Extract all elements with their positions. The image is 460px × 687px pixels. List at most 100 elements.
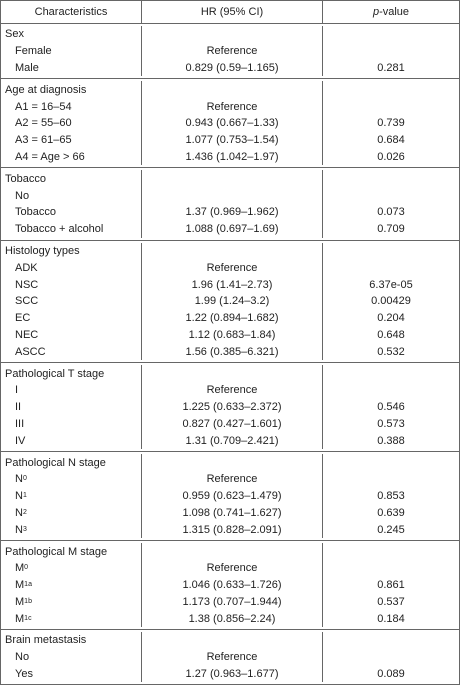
p-cell: 0.853	[322, 487, 459, 505]
hr-cell: 1.225 (0.633–2.372)	[141, 398, 322, 416]
label-cell: Brain metastasis	[1, 632, 141, 649]
p-value: 0.388	[377, 434, 405, 447]
label-cell: Age at diagnosis	[1, 81, 141, 98]
p-cell	[322, 26, 459, 43]
row-label: N	[15, 506, 23, 519]
p-cell	[322, 470, 459, 488]
hazard-ratio: Reference	[206, 384, 258, 397]
label-cell: EC	[1, 310, 141, 327]
hazard-ratio: Reference	[206, 651, 258, 664]
p-value: 0.089	[377, 668, 405, 681]
hazard-ratio: 1.088 (0.697–1.69)	[185, 223, 279, 236]
row-label: ASCC	[15, 345, 46, 358]
table-row: M 1a 1.046 (0.633–1.726) 0.861	[1, 576, 459, 594]
hazard-ratio: 1.22 (0.894–1.682)	[185, 312, 279, 325]
table-row: N 0 Reference	[1, 470, 459, 488]
table-row: IV 1.31 (0.709–2.421) 0.388	[1, 432, 459, 451]
group-title: Histology types	[5, 244, 80, 257]
label-cell: Yes	[1, 666, 141, 683]
row-label: No	[15, 189, 30, 202]
table-row: A1 = 16–54 Reference	[1, 98, 459, 115]
hr-cell	[141, 365, 322, 382]
row-group: Sex Female Reference Male 0.829 (0.59–1.165)…	[1, 24, 459, 80]
hr-cell	[141, 632, 322, 649]
row-label: A4 = Age > 66	[15, 150, 85, 163]
label-cell: Sex	[1, 26, 141, 43]
p-cell: 0.204	[322, 309, 459, 327]
table-row: III 0.827 (0.427–1.601) 0.573	[1, 415, 459, 433]
row-label: N	[15, 473, 23, 486]
hr-cell	[141, 81, 322, 99]
p-cell	[322, 454, 459, 471]
row-label: ADK	[15, 261, 38, 274]
hazard-ratio: Reference	[206, 562, 258, 575]
label-cell: NEC	[1, 327, 141, 344]
p-value: 0.709	[377, 223, 405, 236]
p-value: 0.026	[377, 150, 405, 163]
hr-cell: 1.31 (0.709–2.421)	[141, 432, 322, 450]
p-value: 0.861	[377, 579, 405, 592]
table-row: Tobacco + alcohol 1.088 (0.697–1.69) 0.709	[1, 220, 459, 240]
p-value: 0.204	[377, 312, 405, 325]
table-row: No	[1, 187, 459, 204]
hr-cell: 1.37 (0.969–1.962)	[141, 203, 322, 221]
hr-cell: 0.829 (0.59–1.165)	[141, 59, 322, 77]
row-label: A3 = 61–65	[15, 134, 72, 147]
p-value: 0.684	[377, 134, 405, 147]
label-cell: ADK	[1, 259, 141, 276]
label-cell: ASCC	[1, 343, 141, 360]
group-row: Brain metastasis	[1, 630, 459, 649]
hr-cell: Reference	[141, 648, 322, 666]
p-value: 0.546	[377, 401, 405, 414]
table-row: A2 = 55–60 0.943 (0.667–1.33) 0.739	[1, 114, 459, 132]
header-cell: HR (95% CI)	[141, 1, 322, 23]
hazard-ratio: 1.098 (0.741–1.627)	[182, 506, 282, 519]
row-label: Yes	[15, 668, 33, 681]
p-cell: 0.073	[322, 203, 459, 221]
row-label: A1 = 16–54	[15, 100, 72, 113]
hr-cell: 0.827 (0.427–1.601)	[141, 415, 322, 433]
row-label: NEC	[15, 328, 39, 341]
p-cell: 0.388	[322, 432, 459, 450]
p-cell	[322, 365, 459, 382]
header-text: HR (95% CI)	[200, 6, 264, 18]
row-label: N	[15, 523, 23, 536]
row-label: A2 = 55–60	[15, 117, 72, 130]
p-cell	[322, 381, 459, 399]
p-cell: 0.089	[322, 665, 459, 683]
p-cell: 0.709	[322, 220, 459, 238]
hr-cell: Reference	[141, 98, 322, 115]
hr-cell: Reference	[141, 259, 322, 277]
p-value: 0.739	[377, 117, 405, 130]
p-value: 0.573	[377, 417, 405, 430]
hazard-ratio: 1.27 (0.963–1.677)	[185, 668, 279, 681]
label-cell: Male	[1, 60, 141, 77]
p-value: 0.281	[377, 61, 405, 74]
table-row: M 1b 1.173 (0.707–1.944) 0.537	[1, 593, 459, 611]
row-label: No	[15, 651, 30, 664]
table-row: Yes 1.27 (0.963–1.677) 0.089	[1, 665, 459, 685]
row-label: I	[15, 384, 19, 397]
label-cell: Tobacco	[1, 170, 141, 187]
label-cell: Tobacco	[1, 204, 141, 221]
label-cell: Histology types	[1, 243, 141, 260]
row-label: Tobacco + alcohol	[15, 223, 104, 236]
hr-cell: 1.098 (0.741–1.627)	[141, 504, 322, 522]
hr-cell: 1.27 (0.963–1.677)	[141, 665, 322, 683]
group-row: Age at diagnosis	[1, 79, 459, 99]
row-label: N	[15, 490, 23, 503]
header-text: p	[372, 6, 380, 18]
row-label: M	[15, 612, 25, 625]
group-row: Sex	[1, 24, 459, 43]
group-row: Tobacco	[1, 168, 459, 188]
table-row: NSC 1.96 (1.41–2.73) 6.37e-05	[1, 276, 459, 293]
p-cell: 0.537	[322, 593, 459, 611]
row-label: SCC	[15, 295, 39, 308]
hazard-ratio: Reference	[206, 100, 258, 113]
p-cell: 0.00429	[322, 292, 459, 310]
p-cell: 0.573	[322, 415, 459, 433]
hazard-ratio: Reference	[206, 261, 258, 274]
p-value: 0.853	[377, 490, 405, 503]
hazard-ratio: 1.31 (0.709–2.421)	[185, 434, 279, 447]
